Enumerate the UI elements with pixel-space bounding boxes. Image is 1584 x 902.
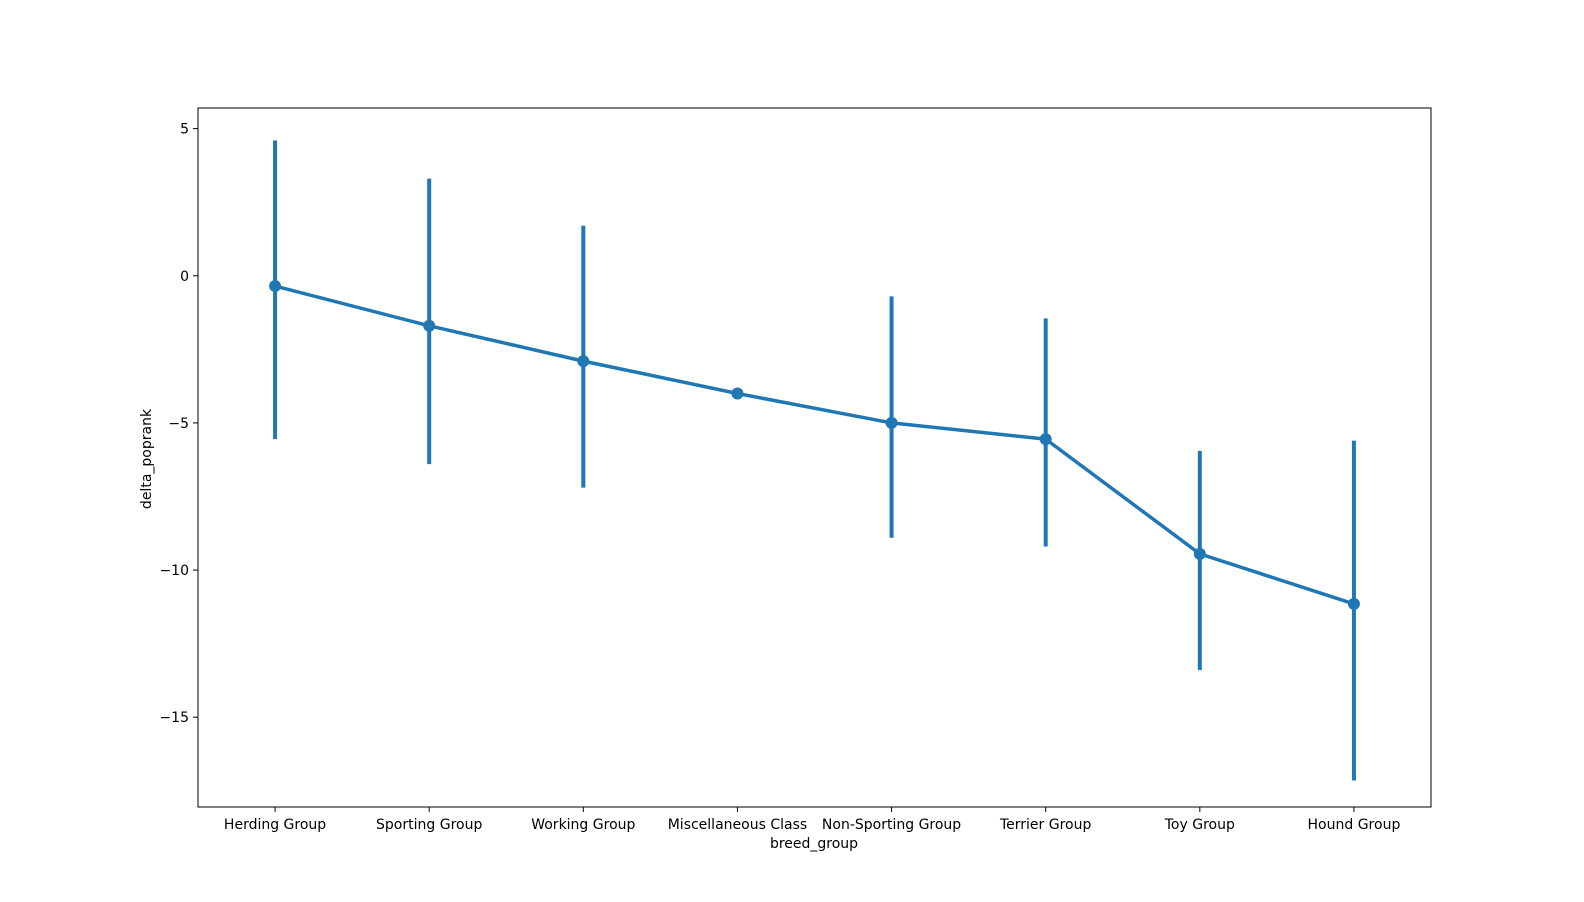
data-point: [269, 280, 282, 293]
data-point: [577, 355, 590, 368]
x-tick-label: Herding Group: [224, 817, 326, 833]
y-tick-label: 0: [180, 269, 189, 285]
x-tick-label: Hound Group: [1308, 817, 1401, 833]
x-tick-label: Working Group: [531, 817, 635, 833]
points: [269, 280, 1360, 610]
plot-background: [198, 108, 1431, 807]
y-tick-label: 5: [180, 122, 189, 138]
series-line-group: [274, 284, 1355, 606]
data-point: [1347, 597, 1360, 610]
plot-frame: [197, 107, 1432, 808]
series-line: [274, 284, 1355, 606]
y-tick-label: −10: [159, 563, 189, 579]
y-axis-label: delta_poprank: [139, 408, 155, 509]
x-tick-label: Toy Group: [1164, 817, 1235, 833]
data-point: [423, 319, 436, 332]
y-tick-label: −5: [168, 416, 189, 432]
x-axis: Herding Group Sporting Group Working Group…: [224, 807, 1401, 833]
x-tick-label: Non-Sporting Group: [822, 817, 961, 833]
data-point: [885, 416, 898, 429]
x-tick-label: Sporting Group: [376, 817, 482, 833]
data-point: [1039, 433, 1052, 446]
data-point: [731, 387, 744, 400]
x-tick-label: Miscellaneous Class: [668, 817, 807, 833]
data-point: [1193, 547, 1206, 560]
y-tick-label: −15: [159, 710, 189, 726]
x-axis-label: breed_group: [770, 836, 858, 852]
x-tick-label: Terrier Group: [999, 817, 1091, 833]
y-axis: 5 0 −5 −10 −15: [159, 122, 198, 726]
